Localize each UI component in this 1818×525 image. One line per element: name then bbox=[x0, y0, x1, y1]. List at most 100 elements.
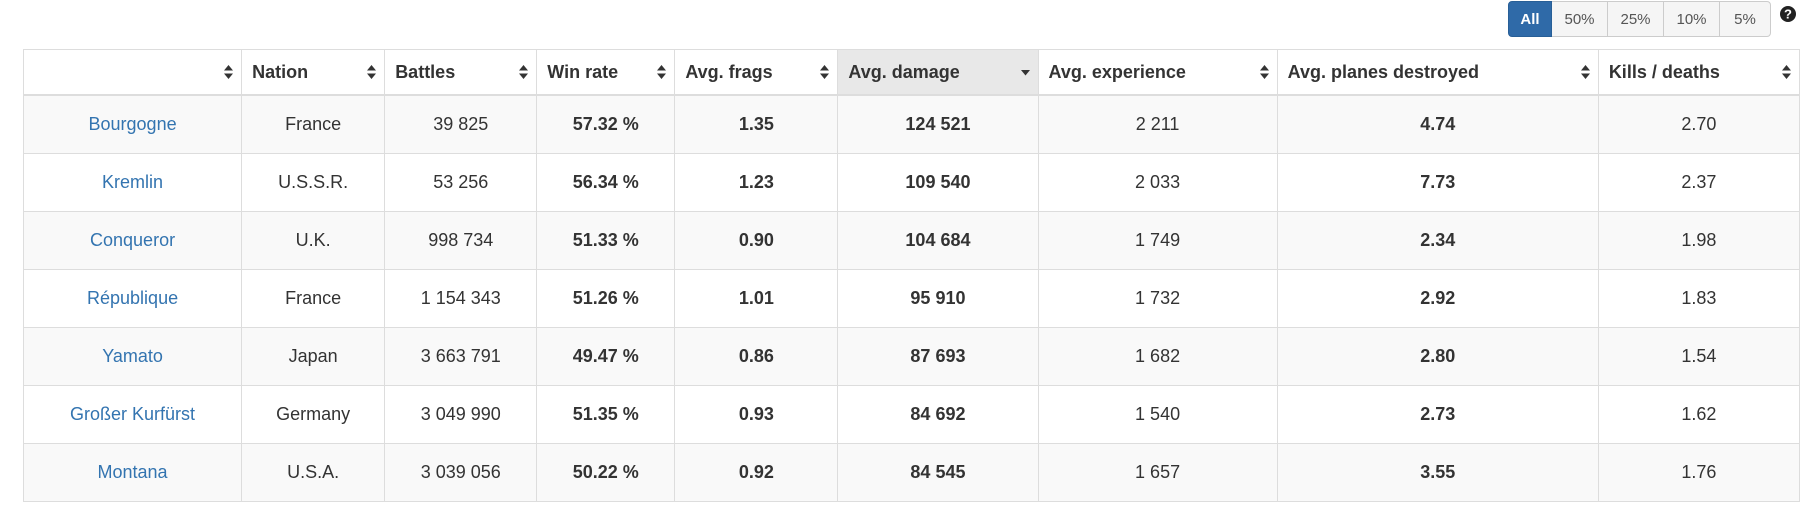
cell-avg-frags: 1.01 bbox=[674, 269, 839, 328]
ship-link[interactable]: Kremlin bbox=[102, 172, 164, 192]
column-header-nation[interactable]: Nation bbox=[241, 49, 386, 96]
cell-win-rate: 57.32 % bbox=[536, 94, 676, 154]
ship-stats-table: Nation Battles Win rate Avg. frags Avg. … bbox=[22, 49, 1801, 502]
cell-avg-planes: 2.34 bbox=[1276, 211, 1599, 270]
sort-icon bbox=[224, 65, 234, 79]
cell-avg-experience: 1 732 bbox=[1037, 269, 1278, 328]
table-row: République France 1 154 343 51.26 % 1.01… bbox=[22, 269, 1801, 328]
cell-avg-frags: 1.23 bbox=[674, 153, 839, 212]
cell-nation: France bbox=[241, 94, 386, 154]
cell-kills-deaths: 1.54 bbox=[1597, 327, 1801, 386]
ship-link[interactable]: Yamato bbox=[102, 346, 163, 366]
cell-avg-experience: 2 033 bbox=[1037, 153, 1278, 212]
cell-nation: U.K. bbox=[241, 211, 386, 270]
ship-link[interactable]: République bbox=[87, 288, 179, 308]
question-circle-icon[interactable]: ? bbox=[1779, 5, 1797, 23]
cell-avg-planes: 2.92 bbox=[1276, 269, 1599, 328]
filter-25-button[interactable]: 25% bbox=[1607, 1, 1664, 37]
cell-battles: 3 049 990 bbox=[384, 385, 538, 444]
cell-avg-damage: 95 910 bbox=[837, 269, 1039, 328]
column-header-battles[interactable]: Battles bbox=[384, 49, 538, 96]
cell-battles: 1 154 343 bbox=[384, 269, 538, 328]
ship-link[interactable]: Montana bbox=[97, 462, 168, 482]
cell-nation: Japan bbox=[241, 327, 386, 386]
cell-nation: U.S.A. bbox=[241, 443, 386, 502]
table-row: Kremlin U.S.S.R. 53 256 56.34 % 1.23 109… bbox=[22, 153, 1801, 212]
sort-icon bbox=[519, 65, 529, 79]
cell-ship: République bbox=[22, 269, 243, 328]
cell-win-rate: 56.34 % bbox=[536, 153, 676, 212]
sort-icon bbox=[820, 65, 830, 79]
cell-win-rate: 51.26 % bbox=[536, 269, 676, 328]
column-header-avg-damage[interactable]: Avg. damage bbox=[837, 49, 1039, 96]
cell-kills-deaths: 1.62 bbox=[1597, 385, 1801, 444]
sort-icon bbox=[657, 65, 667, 79]
cell-avg-experience: 1 682 bbox=[1037, 327, 1278, 386]
column-header-win-rate[interactable]: Win rate bbox=[536, 49, 676, 96]
filter-5-button[interactable]: 5% bbox=[1719, 1, 1771, 37]
cell-avg-damage: 87 693 bbox=[837, 327, 1039, 386]
cell-kills-deaths: 2.37 bbox=[1597, 153, 1801, 212]
cell-avg-experience: 1 657 bbox=[1037, 443, 1278, 502]
cell-ship: Großer Kurfürst bbox=[22, 385, 243, 444]
cell-battles: 53 256 bbox=[384, 153, 538, 212]
column-header-avg-planes-destroyed[interactable]: Avg. planes destroyed bbox=[1276, 49, 1599, 96]
cell-win-rate: 49.47 % bbox=[536, 327, 676, 386]
cell-avg-experience: 1 540 bbox=[1037, 385, 1278, 444]
cell-win-rate: 51.33 % bbox=[536, 211, 676, 270]
cell-avg-frags: 1.35 bbox=[674, 94, 839, 154]
cell-avg-planes: 2.80 bbox=[1276, 327, 1599, 386]
column-header-kills-deaths[interactable]: Kills / deaths bbox=[1597, 49, 1801, 96]
sort-icon bbox=[1782, 65, 1791, 79]
cell-kills-deaths: 2.70 bbox=[1597, 94, 1801, 154]
sort-icon bbox=[367, 65, 377, 79]
table-header-row: Nation Battles Win rate Avg. frags Avg. … bbox=[22, 49, 1801, 96]
table-row: Montana U.S.A. 3 039 056 50.22 % 0.92 84… bbox=[22, 443, 1801, 502]
cell-nation: France bbox=[241, 269, 386, 328]
cell-kills-deaths: 1.98 bbox=[1597, 211, 1801, 270]
cell-ship: Bourgogne bbox=[22, 94, 243, 154]
cell-avg-damage: 84 545 bbox=[837, 443, 1039, 502]
cell-battles: 3 663 791 bbox=[384, 327, 538, 386]
cell-win-rate: 50.22 % bbox=[536, 443, 676, 502]
cell-ship: Conqueror bbox=[22, 211, 243, 270]
cell-nation: Germany bbox=[241, 385, 386, 444]
table-row: Großer Kurfürst Germany 3 049 990 51.35 … bbox=[22, 385, 1801, 444]
cell-avg-frags: 0.92 bbox=[674, 443, 839, 502]
cell-avg-experience: 2 211 bbox=[1037, 94, 1278, 154]
cell-avg-frags: 0.90 bbox=[674, 211, 839, 270]
filter-50-button[interactable]: 50% bbox=[1551, 1, 1608, 37]
cell-avg-damage: 104 684 bbox=[837, 211, 1039, 270]
filter-10-button[interactable]: 10% bbox=[1663, 1, 1720, 37]
table-row: Bourgogne France 39 825 57.32 % 1.35 124… bbox=[22, 94, 1801, 154]
cell-avg-frags: 0.86 bbox=[674, 327, 839, 386]
table-row: Yamato Japan 3 663 791 49.47 % 0.86 87 6… bbox=[22, 327, 1801, 386]
filter-all-button[interactable]: All bbox=[1508, 1, 1552, 37]
percentile-filter: All 50% 25% 10% 5% ? bbox=[1508, 1, 1797, 37]
cell-avg-experience: 1 749 bbox=[1037, 211, 1278, 270]
sort-icon bbox=[1259, 65, 1269, 79]
cell-avg-planes: 3.55 bbox=[1276, 443, 1599, 502]
cell-avg-planes: 2.73 bbox=[1276, 385, 1599, 444]
column-header-avg-frags[interactable]: Avg. frags bbox=[674, 49, 839, 96]
cell-battles: 998 734 bbox=[384, 211, 538, 270]
cell-ship: Kremlin bbox=[22, 153, 243, 212]
cell-avg-damage: 109 540 bbox=[837, 153, 1039, 212]
table-row: Conqueror U.K. 998 734 51.33 % 0.90 104 … bbox=[22, 211, 1801, 270]
ship-link[interactable]: Großer Kurfürst bbox=[70, 404, 196, 424]
ship-link[interactable]: Conqueror bbox=[90, 230, 176, 250]
cell-kills-deaths: 1.76 bbox=[1597, 443, 1801, 502]
column-header-ship[interactable] bbox=[22, 49, 243, 96]
cell-ship: Montana bbox=[22, 443, 243, 502]
svg-text:?: ? bbox=[1784, 7, 1792, 22]
cell-win-rate: 51.35 % bbox=[536, 385, 676, 444]
percentile-button-group: All 50% 25% 10% 5% bbox=[1508, 1, 1771, 37]
cell-battles: 39 825 bbox=[384, 94, 538, 154]
cell-avg-frags: 0.93 bbox=[674, 385, 839, 444]
column-header-avg-experience[interactable]: Avg. experience bbox=[1037, 49, 1278, 96]
cell-ship: Yamato bbox=[22, 327, 243, 386]
cell-avg-planes: 4.74 bbox=[1276, 94, 1599, 154]
ship-link[interactable]: Bourgogne bbox=[88, 114, 177, 134]
cell-nation: U.S.S.R. bbox=[241, 153, 386, 212]
cell-kills-deaths: 1.83 bbox=[1597, 269, 1801, 328]
